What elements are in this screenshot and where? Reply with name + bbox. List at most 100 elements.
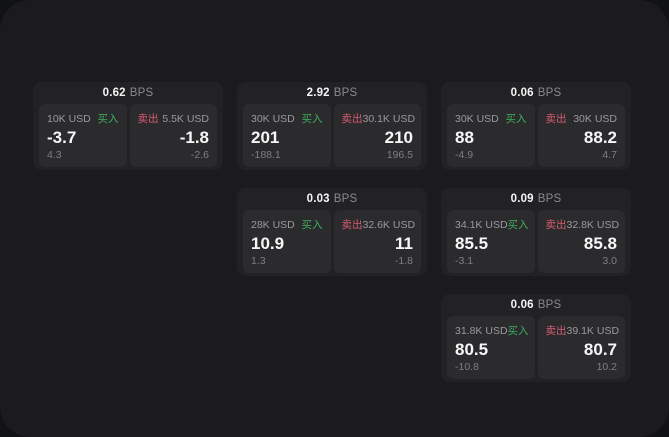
buy-change: -3.1 — [455, 255, 474, 267]
sell-label: 卖出 — [545, 219, 567, 231]
bps-suffix: BPS — [537, 193, 562, 205]
sell-label: 卖出 — [341, 113, 363, 125]
card-body: 30K USD 买入 88 -4.9 卖出 30K USD 88.2 4.7 — [447, 104, 625, 167]
buy-label: 买入 — [301, 113, 323, 125]
buy-price: 85.5 — [455, 234, 489, 253]
bps-value: 0.62 — [102, 87, 126, 99]
buy-price: 10.9 — [251, 234, 285, 253]
buy-tile[interactable]: 10K USD 买入 -3.7 4.3 — [39, 104, 127, 167]
sell-amount: 30.1K USD — [362, 112, 416, 125]
bps-suffix: BPS — [537, 87, 562, 99]
buy-label: 买入 — [97, 113, 119, 125]
quote-card: 0.06 BPS 31.8K USD 买入 80.5 -10.8 卖出 39.1… — [441, 294, 631, 382]
card-body: 30K USD 买入 201 -188.1 卖出 30.1K USD 210 1… — [243, 104, 421, 167]
sell-label: 卖出 — [137, 113, 159, 125]
buy-amount: 34.1K USD — [455, 218, 508, 231]
quote-card: 0.06 BPS 30K USD 买入 88 -4.9 卖出 30K USD — [441, 82, 631, 170]
bps-suffix: BPS — [129, 87, 154, 99]
card-bps-header: 2.92 BPS — [243, 82, 421, 104]
buy-tile-top: 30K USD 买入 — [251, 111, 323, 126]
bps-value: 2.92 — [306, 87, 330, 99]
sell-price: 80.7 — [583, 340, 617, 359]
sell-tile-top: 卖出 32.6K USD — [341, 217, 416, 232]
buy-change: 4.3 — [47, 149, 62, 161]
board-column-3: 0.06 BPS 30K USD 买入 88 -4.9 卖出 30K USD — [441, 82, 631, 382]
buy-price: 201 — [251, 128, 280, 147]
buy-label: 买入 — [301, 219, 323, 231]
buy-change: -4.9 — [455, 149, 474, 161]
sell-label: 卖出 — [545, 325, 567, 337]
sell-tile[interactable]: 卖出 5.5K USD -1.8 -2.6 — [129, 104, 217, 167]
sell-tile[interactable]: 卖出 32.8K USD 85.8 3.0 — [537, 210, 625, 273]
buy-tile[interactable]: 28K USD 买入 10.9 1.3 — [243, 210, 331, 273]
sell-tile-top: 卖出 5.5K USD — [138, 111, 210, 126]
sell-tile-top: 卖出 39.1K USD — [545, 323, 620, 338]
sell-tile-top: 卖出 30K USD — [546, 111, 618, 126]
sell-amount: 5.5K USD — [162, 112, 209, 125]
sell-price: 85.8 — [583, 234, 617, 253]
buy-tile-top: 31.8K USD 买入 — [455, 323, 529, 338]
buy-label: 买入 — [507, 219, 529, 231]
buy-amount: 28K USD — [251, 218, 295, 231]
sell-price: 210 — [384, 128, 413, 147]
quote-card: 0.03 BPS 28K USD 买入 10.9 1.3 卖出 32.6K US… — [237, 188, 427, 276]
card-bps-header: 0.06 BPS — [447, 82, 625, 104]
quote-card: 0.62 BPS 10K USD 买入 -3.7 4.3 卖出 5.5K USD — [33, 82, 223, 170]
board-column-2: 2.92 BPS 30K USD 买入 201 -188.1 卖出 30.1K … — [237, 82, 427, 276]
sell-price: 11 — [395, 234, 413, 253]
card-body: 28K USD 买入 10.9 1.3 卖出 32.6K USD 11 -1.8 — [243, 210, 421, 273]
buy-label: 买入 — [507, 325, 529, 337]
buy-tile[interactable]: 31.8K USD 买入 80.5 -10.8 — [447, 316, 535, 379]
sell-label: 卖出 — [341, 219, 363, 231]
buy-price: -3.7 — [47, 128, 77, 147]
buy-amount: 10K USD — [47, 112, 91, 125]
quote-card: 2.92 BPS 30K USD 买入 201 -188.1 卖出 30.1K … — [237, 82, 427, 170]
buy-tile-top: 34.1K USD 买入 — [455, 217, 529, 232]
sell-change: 196.5 — [386, 149, 413, 161]
bps-value: 0.03 — [306, 193, 330, 205]
sell-price: -1.8 — [179, 128, 209, 147]
card-body: 34.1K USD 买入 85.5 -3.1 卖出 32.8K USD 85.8… — [447, 210, 625, 273]
card-bps-header: 0.62 BPS — [39, 82, 217, 104]
buy-price: 88 — [455, 128, 474, 147]
sell-amount: 39.1K USD — [566, 324, 620, 337]
card-bps-header: 0.09 BPS — [447, 188, 625, 210]
buy-change: -10.8 — [455, 361, 479, 373]
buy-change: -188.1 — [251, 149, 281, 161]
sell-tile[interactable]: 卖出 39.1K USD 80.7 10.2 — [537, 316, 625, 379]
bps-suffix: BPS — [333, 87, 358, 99]
sell-tile[interactable]: 卖出 30.1K USD 210 196.5 — [333, 104, 421, 167]
bps-suffix: BPS — [333, 193, 358, 205]
sell-price: 88.2 — [583, 128, 617, 147]
bps-suffix: BPS — [537, 299, 562, 311]
card-body: 31.8K USD 买入 80.5 -10.8 卖出 39.1K USD 80.… — [447, 316, 625, 379]
bps-value: 0.06 — [510, 87, 534, 99]
card-bps-header: 0.06 BPS — [447, 294, 625, 316]
buy-tile[interactable]: 34.1K USD 买入 85.5 -3.1 — [447, 210, 535, 273]
sell-change: 10.2 — [596, 361, 617, 373]
sell-tile[interactable]: 卖出 30K USD 88.2 4.7 — [537, 104, 625, 167]
sell-tile-top: 卖出 30.1K USD — [341, 111, 416, 126]
quote-card: 0.09 BPS 34.1K USD 买入 85.5 -3.1 卖出 32.8K… — [441, 188, 631, 276]
buy-tile[interactable]: 30K USD 买入 201 -188.1 — [243, 104, 331, 167]
buy-label: 买入 — [505, 113, 527, 125]
bps-value: 0.06 — [510, 299, 534, 311]
buy-tile-top: 10K USD 买入 — [47, 111, 119, 126]
board-column-1: 0.62 BPS 10K USD 买入 -3.7 4.3 卖出 5.5K USD — [33, 82, 223, 170]
sell-tile[interactable]: 卖出 32.6K USD 11 -1.8 — [333, 210, 421, 273]
sell-change: -1.8 — [394, 255, 413, 267]
sell-amount: 30K USD — [573, 112, 617, 125]
buy-change: 1.3 — [251, 255, 266, 267]
buy-tile[interactable]: 30K USD 买入 88 -4.9 — [447, 104, 535, 167]
sell-change: -2.6 — [190, 149, 209, 161]
bps-value: 0.09 — [510, 193, 534, 205]
quote-board: 0.62 BPS 10K USD 买入 -3.7 4.3 卖出 5.5K USD — [33, 82, 631, 382]
buy-amount: 30K USD — [455, 112, 499, 125]
sell-change: 3.0 — [602, 255, 617, 267]
buy-amount: 30K USD — [251, 112, 295, 125]
buy-amount: 31.8K USD — [455, 324, 508, 337]
card-bps-header: 0.03 BPS — [243, 188, 421, 210]
sell-tile-top: 卖出 32.8K USD — [545, 217, 620, 232]
buy-tile-top: 28K USD 买入 — [251, 217, 323, 232]
card-body: 10K USD 买入 -3.7 4.3 卖出 5.5K USD -1.8 -2.… — [39, 104, 217, 167]
